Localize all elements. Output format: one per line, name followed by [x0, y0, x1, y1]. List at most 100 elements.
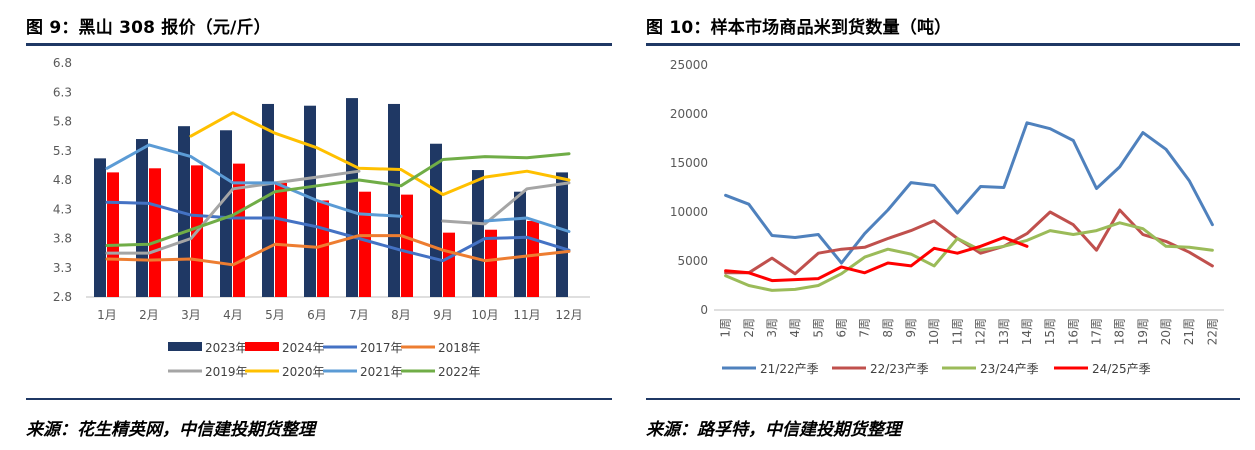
x-tick-label-6: 6周: [835, 318, 849, 338]
legend-label-24-25: 24/25产季: [1092, 362, 1151, 376]
x-tick-label-20: 20周: [1159, 318, 1173, 345]
legend-label-2024: 2024年: [282, 341, 325, 355]
bar-2024-11: [527, 220, 539, 297]
bar-2023-6: [304, 105, 316, 297]
legend-swatch-2023: [168, 342, 202, 351]
y-tick-label-5-8: 5.8: [53, 115, 72, 129]
legend-label-2017: 2017年: [360, 341, 403, 355]
legend-label-2019: 2019年: [205, 365, 248, 379]
source-rule: [26, 398, 612, 400]
figure-10-source: 来源：路孚特，中信建投期货整理: [646, 420, 901, 440]
y-tick-label-2-8: 2.8: [53, 290, 72, 304]
price-chart: 2.8 3.3 3.8 4.3 4.8 5.3 5.8 6.3 6.8 1月 2月 3月 4月 5月 6月 7…: [26, 46, 612, 398]
x-tick-label-4: 4周: [788, 318, 802, 338]
bar-2023-4: [220, 130, 232, 297]
bar-2024-8: [401, 194, 413, 297]
y-tick-label-4-3: 4.3: [53, 202, 72, 216]
x-tick-label-22: 22周: [1205, 318, 1219, 345]
bar-2023-10: [472, 170, 484, 297]
x-tick-label-11: 11月: [513, 308, 540, 322]
bar-2024-1: [107, 172, 119, 297]
y-tick-label-3-3: 3.3: [53, 261, 72, 275]
y-tick-label-10000: 10000: [670, 205, 708, 219]
line-2019: [105, 169, 571, 255]
x-tick-label-14: 14周: [1020, 318, 1034, 345]
bar-2024-5: [275, 182, 287, 297]
y-tick-label-3-8: 3.8: [53, 232, 72, 246]
title-rule: [26, 43, 612, 46]
bar-2024-6: [317, 200, 329, 297]
line-23-24: [724, 221, 1214, 292]
y-tick-label-25000: 25000: [670, 58, 708, 72]
source-rule: [646, 398, 1240, 400]
bar-2024-2: [149, 168, 161, 297]
y-tick-label-6-3: 6.3: [53, 85, 72, 99]
legend-swatch-2024: [245, 342, 279, 351]
x-tick-label-16: 16周: [1066, 318, 1080, 345]
line-2020: [189, 111, 571, 197]
x-tick-label-10: 10周: [927, 318, 941, 345]
title-rule: [646, 43, 1240, 46]
x-tick-label-15: 15周: [1043, 318, 1057, 345]
x-tick-label-3: 3周: [765, 318, 779, 338]
line-2017: [105, 200, 571, 263]
y-tick-label-15000: 15000: [670, 156, 708, 170]
bar-2024-7: [359, 191, 371, 297]
x-tick-label-10: 10月: [471, 308, 498, 322]
x-tick-label-18: 18周: [1113, 318, 1127, 345]
legend-label-2023: 2023年: [205, 341, 248, 355]
x-tick-label-7: 7周: [858, 318, 872, 338]
x-tick-label-9: 9周: [904, 318, 918, 338]
line-2018: [105, 234, 571, 267]
y-tick-label-4-8: 4.8: [53, 173, 72, 187]
arrivals-chart: 0 5000 10000 15000 20000 25000 1周 2周 3周 4周 5周 6周 7周 8…: [646, 46, 1240, 398]
arrivals-chart-svg: 0 5000 10000 15000 20000 25000 1周 2周 3周 4周 5周 6周 7周 8…: [670, 58, 1224, 376]
legend-label-2018: 2018年: [438, 341, 481, 355]
figure-9-source: 来源：花生精英网，中信建投期货整理: [26, 420, 315, 440]
x-tick-label-21: 21周: [1182, 318, 1196, 345]
x-tick-label-7: 7月: [349, 308, 369, 322]
y-tick-label-5000: 5000: [677, 254, 708, 268]
bar-2023-8: [388, 103, 400, 297]
line-24-25: [724, 236, 1029, 283]
bar-2023-11: [514, 191, 526, 297]
line-21-22: [724, 121, 1214, 265]
figure-9-title: 图 9：黑山 308 报价（元/斤）: [26, 18, 271, 38]
x-tick-label-8: 8周: [881, 318, 895, 338]
x-tick-label-12: 12月: [555, 308, 582, 322]
bar-2023-12: [556, 172, 568, 297]
bar-2024-10: [485, 229, 497, 297]
bar-2024-9: [443, 232, 455, 297]
bar-2023-1: [94, 158, 106, 297]
bar-2023-2: [136, 139, 148, 297]
x-tick-label-2: 2周: [742, 318, 756, 338]
x-tick-label-1: 1周: [719, 318, 733, 338]
x-tick-label-13: 13周: [997, 318, 1011, 345]
legend-label-2022: 2022年: [438, 365, 481, 379]
legend-label-22-23: 22/23产季: [870, 362, 929, 376]
legend-label-21-22: 21/22产季: [760, 362, 819, 376]
figure-10-title: 图 10：样本市场商品米到货数量（吨）: [646, 18, 952, 38]
bar-2023-7: [346, 98, 358, 297]
x-tick-label-8: 8月: [391, 308, 411, 322]
x-tick-label-2: 2月: [139, 308, 159, 322]
line-2021: [105, 143, 571, 233]
x-tick-label-4: 4月: [223, 308, 243, 322]
x-tick-label-5: 5月: [265, 308, 285, 322]
x-tick-label-1: 1月: [97, 308, 117, 322]
bar-2023-3: [178, 126, 190, 298]
x-tick-label-3: 3月: [181, 308, 201, 322]
x-tick-label-12: 12周: [974, 318, 988, 345]
legend-label-2021: 2021年: [360, 365, 403, 379]
x-tick-label-11: 11周: [950, 318, 964, 345]
x-tick-label-17: 17周: [1090, 318, 1104, 345]
line-2022: [105, 152, 571, 247]
y-tick-label-6-8: 6.8: [53, 56, 72, 70]
x-tick-label-6: 6月: [307, 308, 327, 322]
line-22-23: [724, 208, 1214, 276]
y-tick-label-0: 0: [700, 303, 708, 317]
x-tick-label-9: 9月: [433, 308, 453, 322]
price-chart-svg: 2.8 3.3 3.8 4.3 4.8 5.3 5.8 6.3 6.8 1月 2月 3月 4月 5月 6月 7…: [53, 56, 590, 379]
x-tick-label-5: 5周: [811, 318, 825, 338]
x-tick-label-19: 19周: [1136, 318, 1150, 345]
